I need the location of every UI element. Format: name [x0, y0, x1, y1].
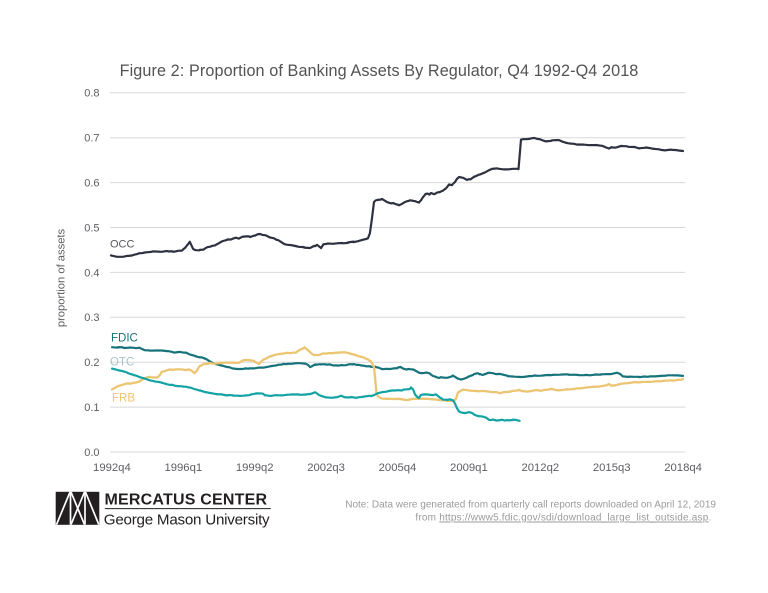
- svg-text:0.2: 0.2: [84, 357, 99, 369]
- svg-text:2005q4: 2005q4: [379, 462, 417, 474]
- svg-text:2018q4: 2018q4: [664, 462, 702, 474]
- svg-text:0.0: 0.0: [84, 447, 99, 459]
- svg-text:proportion of assets: proportion of assets: [56, 228, 68, 327]
- svg-text:George Mason University: George Mason University: [104, 512, 270, 529]
- svg-text:1996q1: 1996q1: [164, 462, 202, 474]
- svg-text:0.8: 0.8: [84, 88, 99, 100]
- svg-text:FDIC: FDIC: [111, 333, 138, 345]
- svg-text:FRB: FRB: [112, 393, 135, 405]
- svg-text:Note: Data were generated from: Note: Data were generated from quarterly…: [345, 500, 716, 511]
- svg-text:2009q1: 2009q1: [450, 462, 488, 474]
- svg-text:1999q2: 1999q2: [236, 462, 274, 474]
- svg-text:0.5: 0.5: [84, 222, 99, 234]
- svg-text:0.1: 0.1: [84, 402, 99, 414]
- svg-text:0.4: 0.4: [84, 267, 99, 279]
- svg-text:OTC: OTC: [110, 357, 134, 369]
- svg-text:2015q3: 2015q3: [593, 462, 631, 474]
- svg-text:OCC: OCC: [110, 239, 135, 251]
- svg-text:Figure 2: Proportion of Bankin: Figure 2: Proportion of Banking Assets B…: [120, 62, 639, 80]
- svg-text:0.7: 0.7: [84, 133, 99, 145]
- svg-text:2012q2: 2012q2: [521, 462, 559, 474]
- svg-text:1992q4: 1992q4: [93, 462, 131, 474]
- svg-text:from https://www5.fdic.gov/sdi: from https://www5.fdic.gov/sdi/download_…: [415, 513, 711, 524]
- svg-text:MERCATUS CENTER: MERCATUS CENTER: [105, 492, 268, 509]
- svg-text:0.3: 0.3: [84, 312, 99, 324]
- svg-text:0.6: 0.6: [84, 178, 99, 190]
- svg-text:2002q3: 2002q3: [307, 462, 345, 474]
